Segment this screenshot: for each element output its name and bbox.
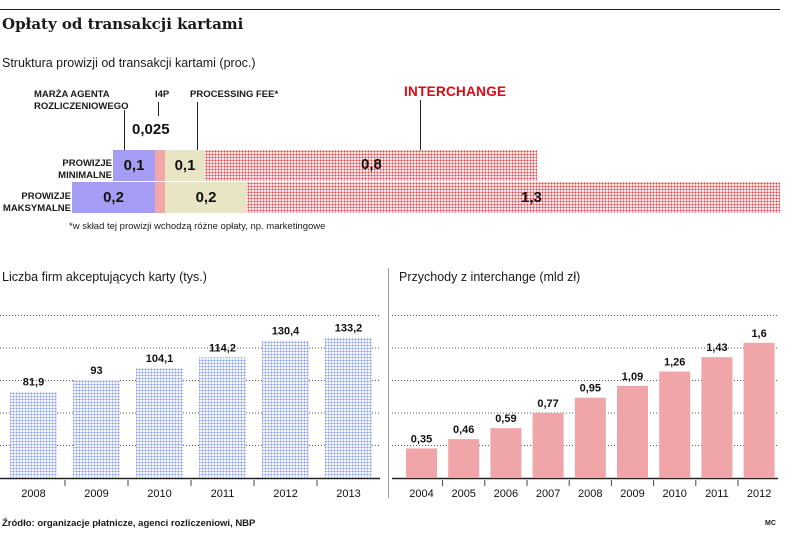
data-label-2009: 93	[90, 365, 102, 377]
data-label-2011: 1,43	[706, 342, 727, 354]
chart2-title: Przychody z interchange (mld zł)	[399, 270, 581, 284]
label-i4p: I4P	[155, 89, 170, 100]
max-processing-segment: 0,2	[165, 182, 247, 213]
tick-label-2006: 2006	[494, 488, 518, 500]
bar-2009	[73, 379, 120, 478]
label-processing-fee: PROCESSING FEE*	[190, 89, 279, 100]
tick-label-2010: 2010	[662, 488, 686, 500]
bar-2005	[448, 439, 480, 478]
chart-divider	[388, 268, 389, 498]
data-label-2013: 133,2	[335, 322, 363, 334]
tick-label-2008: 2008	[21, 488, 45, 500]
top-rule	[0, 9, 780, 10]
data-label-2012: 130,4	[272, 325, 300, 337]
min-marza-segment: 0,1	[113, 150, 155, 181]
tick-label-2013: 2013	[336, 488, 360, 500]
data-label-2009: 1,09	[622, 371, 643, 383]
leader-processing	[197, 102, 198, 150]
label-interchange: INTERCHANGE	[404, 84, 507, 99]
label-prowizje-minimalne: PROWIZJE MINIMALNE	[58, 158, 112, 181]
bar-2012	[262, 340, 309, 478]
structure-subtitle: Struktura prowizji od transakcji kartami…	[2, 56, 256, 70]
tick-label-2004: 2004	[409, 488, 433, 500]
tick-label-2009: 2009	[84, 488, 108, 500]
data-label-2008: 0,95	[580, 383, 601, 395]
data-label-2010: 1,26	[664, 357, 685, 369]
max-marza-segment: 0,2	[72, 182, 155, 213]
leader-interchange	[420, 100, 421, 150]
data-label-2006: 0,59	[495, 413, 516, 425]
bar-2004	[406, 448, 437, 478]
page-title: Opłaty od transakcji kartami	[2, 15, 244, 33]
chart1-title: Liczba firm akceptujących karty (tys.)	[2, 270, 207, 284]
data-label-2007: 0,77	[537, 398, 558, 410]
source-note: Źródło: organizacje płatnicze, agenci ro…	[2, 518, 256, 529]
chart-firms: 81,9 2008 93 2009 104,1 2010 114,2 2011 130,4 201…	[0, 315, 380, 500]
bar-2007	[532, 412, 564, 478]
bar-2012	[743, 342, 775, 478]
tick-label-2008: 2008	[578, 488, 602, 500]
max-interchange-value: 1,3	[521, 189, 542, 206]
label-prowizje-maksymalne: PROWIZJE MAKSYMALNE	[2, 191, 71, 214]
bar-2010	[136, 368, 183, 478]
chart-interchange-revenue: 0,35 2004 0,46 2005 0,59 2006 0,77 2007 0,95 2008…	[392, 315, 778, 500]
bar-2011	[199, 357, 246, 478]
bar-2008	[10, 391, 57, 478]
i4p-value: 0,025	[132, 116, 188, 142]
max-interchange-segment	[247, 182, 780, 213]
bar-2008	[574, 397, 606, 478]
bar-2010	[659, 371, 691, 478]
data-label-2011: 114,2	[209, 342, 236, 354]
footnote: *w skład tej prowizji wchodzą różne opła…	[69, 221, 326, 232]
data-label-2004: 0,35	[411, 433, 432, 445]
bar-2009	[617, 385, 648, 478]
leader-marza	[124, 110, 125, 150]
min-processing-segment: 0,1	[165, 150, 205, 181]
tick-label-2005: 2005	[451, 488, 475, 500]
min-i4p-segment	[155, 150, 165, 181]
data-label-2010: 104,1	[146, 353, 174, 365]
bar-2006	[490, 428, 522, 478]
bar-2011	[701, 357, 733, 478]
tick-label-2011: 2011	[705, 488, 729, 500]
label-marza: MARŻA AGENTA ROZLICZENIOWEGO	[34, 89, 129, 112]
data-label-2005: 0,46	[453, 424, 474, 436]
min-interchange-value: 0,8	[361, 156, 382, 173]
data-label-2012: 1,6	[751, 328, 766, 340]
min-interchange-segment	[205, 150, 537, 181]
tick-label-2007: 2007	[536, 488, 560, 500]
leader-i4p	[158, 102, 159, 120]
bar-2013	[325, 337, 372, 478]
credit: MC	[765, 520, 776, 527]
max-i4p-segment	[155, 182, 165, 213]
tick-label-2010: 2010	[147, 488, 171, 500]
tick-label-2012: 2012	[273, 488, 297, 500]
data-label-2008: 81,9	[23, 376, 44, 388]
tick-label-2009: 2009	[620, 488, 644, 500]
tick-label-2011: 2011	[211, 488, 235, 500]
tick-label-2012: 2012	[747, 488, 771, 500]
